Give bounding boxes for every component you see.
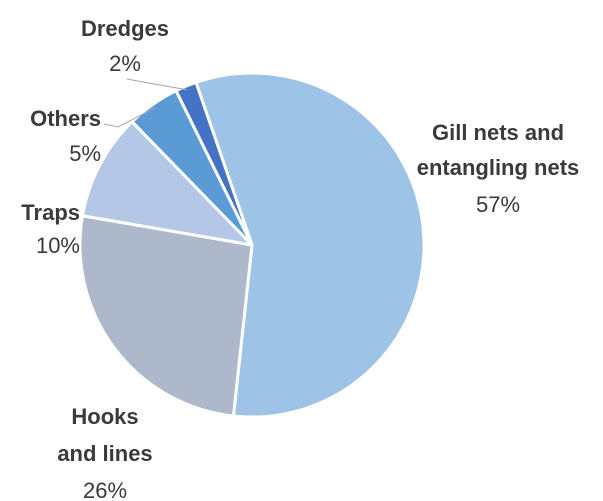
slice-value-hooks-and-lines: 26% xyxy=(83,478,127,501)
slice-value-dredges: 2% xyxy=(109,51,141,76)
slice-labels: Gill nets and entangling nets 57% Hooks and … xyxy=(21,16,579,501)
slice-label-hooks-and-lines: and lines xyxy=(57,441,152,466)
leader-line-others xyxy=(103,107,156,128)
slice-label-dredges: Dredges xyxy=(81,16,169,41)
slice-value-gill-nets-and-entangling-nets: 57% xyxy=(476,192,520,217)
pie-slices xyxy=(78,71,426,419)
slice-label-hooks-and-lines: Hooks xyxy=(71,404,138,429)
pie-slice-traps xyxy=(81,120,254,247)
slice-label-gill-nets-and-entangling-nets: entangling nets xyxy=(417,155,580,180)
pie-slice-dredges xyxy=(174,80,254,247)
slice-value-others: 5% xyxy=(69,141,101,166)
pie-slice-gill-nets-and-entangling-nets xyxy=(194,71,426,419)
leader-line-dredges xyxy=(126,78,188,91)
slice-label-others: Others xyxy=(30,106,101,131)
leader-lines xyxy=(103,78,188,128)
pie-slice-hooks-and-lines xyxy=(78,214,254,418)
slice-label-traps: Traps xyxy=(21,200,80,225)
slice-label-gill-nets-and-entangling-nets: Gill nets and xyxy=(432,120,564,145)
slice-value-traps: 10% xyxy=(36,233,80,258)
